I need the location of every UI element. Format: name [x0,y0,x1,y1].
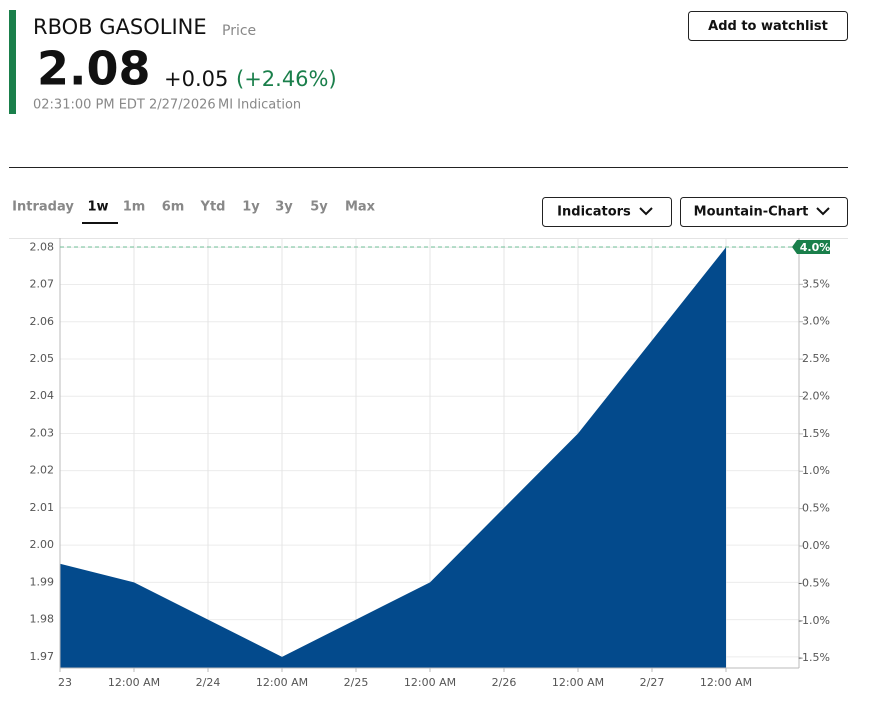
dropdown-frame [542,197,672,227]
y2-tick-label: 2.5% [802,352,830,365]
x-tick-label: 2/26 [492,676,517,689]
y2-tick-label: 2.0% [802,389,830,402]
subtitle: Price [222,23,256,39]
y2-tick-label: -1.5% [798,651,830,664]
accent-bar [9,10,16,114]
indicators-dropdown[interactable]: Indicators [542,197,672,227]
range-tab[interactable]: 1w [87,200,108,215]
y-tick-label: 2.02 [30,464,55,477]
range-tab[interactable]: 1m [123,200,146,215]
dropdown-label: Mountain-Chart [694,205,809,220]
y-tick-label: 2.06 [30,315,55,328]
y-tick-label: 2.01 [30,501,55,514]
button-frame [688,11,848,41]
instrument-title: RBOB GASOLINE [33,15,207,39]
range-tab[interactable]: 5y [310,200,328,215]
range-tab[interactable]: 3y [275,200,293,215]
dropdown-frame [680,197,848,227]
y2-tick-label: 3.0% [802,315,830,328]
y2-tick-label: 1.0% [802,464,830,477]
x-tick-label: 12:00 AM [256,676,308,689]
source: MI Indication [218,98,301,113]
y2-tick-label: 3.5% [802,277,830,290]
y2-tick-label: 4.0% [800,241,831,254]
x-tick-label: 12:00 AM [700,676,752,689]
y-tick-label: 1.99 [30,575,55,588]
y2-tick-label: 0.0% [802,539,830,552]
x-tick-label: 12:00 AM [108,676,160,689]
y-tick-label: 2.03 [30,426,55,439]
y2-tick-label: 1.5% [802,427,830,440]
range-tab[interactable]: Intraday [12,200,74,215]
y-tick-label: 1.97 [30,650,55,663]
x-tick-label: 2/27 [640,676,665,689]
y-tick-label: 2.08 [30,240,55,253]
price: 2.08 [37,42,151,96]
x-tick-label: 2/25 [344,676,369,689]
y2-tick-label: -1.0% [798,614,830,627]
change-pct: (+2.46%) [236,67,337,91]
range-tab[interactable]: Max [345,200,376,215]
y-tick-label: 2.04 [30,389,55,402]
timestamp: 02:31:00 PM EDT 2/27/2026 [33,98,216,113]
range-tab[interactable]: 1y [242,200,260,215]
x-tick-label: 2/24 [196,676,221,689]
last-value-badge [792,239,830,254]
x-tick-label: 12:00 AM [552,676,604,689]
chevron [816,207,830,216]
y-tick-label: 2.07 [30,278,55,291]
y-tick-label: 1.98 [30,613,55,626]
watchlist-button[interactable]: Add to watchlist [688,11,848,41]
y-tick-label: 2.00 [30,538,55,551]
chevron [639,207,653,216]
change: +0.05 [164,67,228,91]
range-tab[interactable]: Ytd [200,200,226,215]
y2-tick-label: -0.5% [798,576,830,589]
x-tick-label: 12:00 AM [404,676,456,689]
chart-type-dropdown[interactable]: Mountain-Chart [680,197,848,227]
dropdown-label: Indicators [557,205,631,220]
button-label: Add to watchlist [708,19,828,34]
range-tab[interactable]: 6m [162,200,185,215]
y2-tick-label: 0.5% [802,502,830,515]
y-tick-label: 2.05 [30,352,55,365]
x-tick-label: 23 [58,676,72,689]
price-area [60,247,726,668]
